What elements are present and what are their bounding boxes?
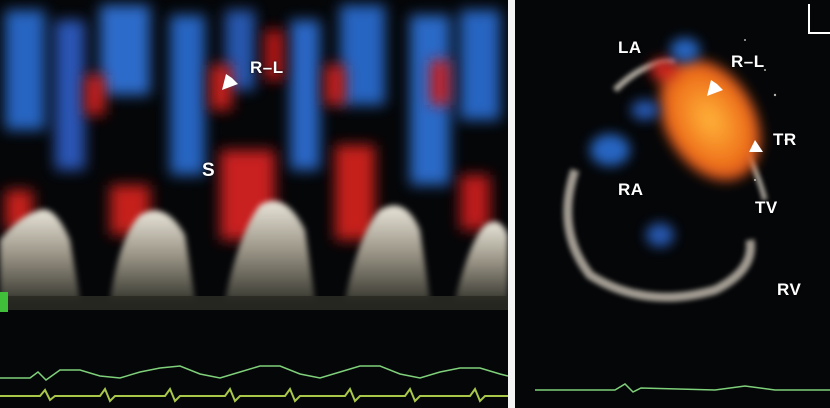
rl-label-right: R–L [731, 52, 765, 71]
s-label: S [202, 160, 216, 181]
rl-arrow-icon-right [707, 68, 733, 96]
ra-label: RA [618, 180, 644, 199]
rl-arrow-icon [222, 62, 248, 90]
corner-marker [808, 4, 830, 34]
tr-arrow-icon [749, 136, 777, 152]
panel-divider [508, 0, 515, 408]
rv-label: RV [777, 280, 802, 299]
tv-label: TV [755, 198, 778, 217]
echo-doppler-panel: LA R–L TR RA TV RV [515, 0, 830, 408]
echo-image [535, 38, 830, 393]
la-label: LA [618, 38, 642, 57]
m-mode-image [0, 5, 508, 403]
tr-label: TR [773, 130, 797, 149]
rl-label: R–L [250, 58, 284, 77]
m-mode-doppler-panel: R–L S [0, 0, 508, 408]
